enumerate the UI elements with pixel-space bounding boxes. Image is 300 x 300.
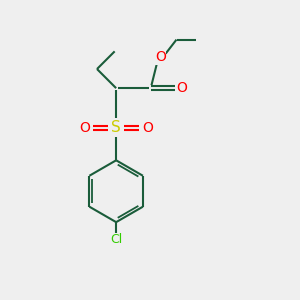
Text: S: S (111, 120, 121, 135)
Text: O: O (79, 121, 90, 135)
Text: O: O (142, 121, 153, 135)
Text: Cl: Cl (110, 233, 122, 246)
Text: O: O (176, 81, 187, 95)
Text: O: O (155, 50, 166, 64)
